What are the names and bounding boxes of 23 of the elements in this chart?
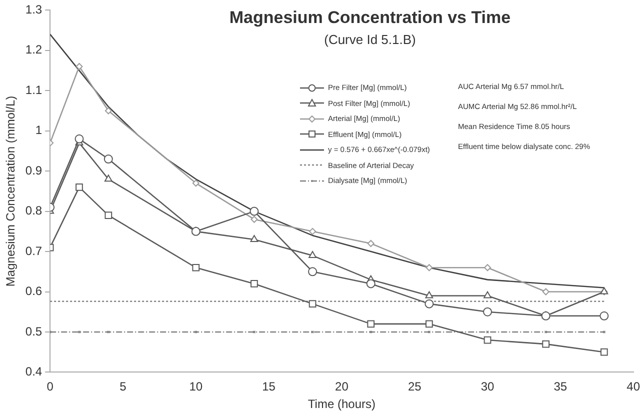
x-tick-label: 40 — [626, 380, 640, 394]
x-tick-label: 25 — [408, 380, 422, 394]
chart-title: Magnesium Concentration vs Time — [228, 8, 512, 28]
x-tick-label: 5 — [120, 380, 127, 394]
text: (Curve Id 5.1.B) — [323, 32, 417, 47]
x-tick-label: 20 — [335, 380, 349, 394]
x-tick-label: 30 — [480, 380, 495, 394]
y-axis-title: Magnesium Concentration (mmol/L) — [4, 96, 18, 287]
x-axis-title: Time (hours) — [308, 397, 376, 412]
x-tick-label: 35 — [554, 380, 568, 394]
y-tick-label: 0.5 — [25, 324, 42, 338]
x-tick-label: 0 — [46, 380, 54, 394]
y-tick-label: 0.8 — [25, 204, 42, 218]
y-tick-label: 0.6 — [25, 284, 42, 298]
y-tick-label: 1 — [35, 123, 42, 138]
y-tick-label: 1.1 — [25, 82, 42, 97]
x-tick-label: 15 — [262, 380, 276, 394]
y-tick-label: 0.9 — [25, 163, 42, 178]
y-tick-label: 0.7 — [25, 244, 42, 258]
y-tick-label: 1.2 — [25, 42, 42, 57]
y-tick-label: 0.4 — [25, 364, 42, 379]
y-tick-label: 1.3 — [25, 2, 42, 17]
x-tick-label: 10 — [189, 380, 203, 394]
